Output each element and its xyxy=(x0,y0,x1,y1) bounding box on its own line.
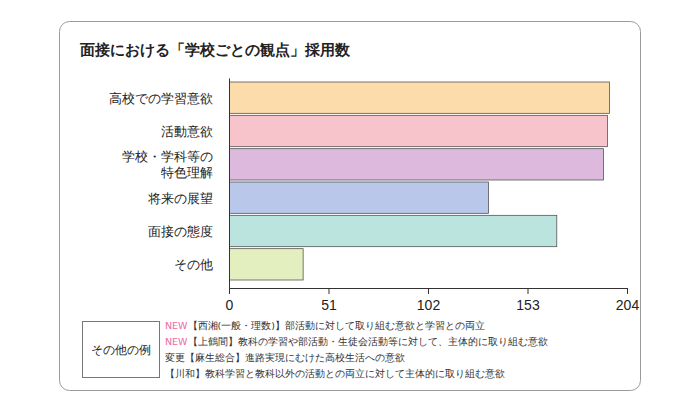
chart: 面接における「学校ごとの観点」採用数高校での学習意欲活動意欲学校・学科等の特色理… xyxy=(0,0,700,411)
annotation-item: NEW【上鶴間】教科の学習や部活動・生徒会活動等に対して、主体的に取り組む意欲 xyxy=(165,336,548,347)
title: 面接における「学校ごとの観点」採用数 xyxy=(79,41,351,59)
category-label: 面接の態度 xyxy=(148,224,213,239)
x-tick: 153 xyxy=(516,288,540,313)
y-axis xyxy=(229,79,230,289)
category-label: 活動意欲 xyxy=(161,124,213,139)
annotation-tag: 変更 xyxy=(165,352,185,363)
x-axis: 0 51 102 153 204 xyxy=(226,288,640,313)
annotation-item: 変更【麻生総合】進路実現にむけた高校生活への意欲 xyxy=(165,352,405,363)
annotation-item: 【川和】教科学習と教科以外の活動との両立に対して主体的に取り組む意欲 xyxy=(165,368,505,379)
x-tick-mark xyxy=(329,288,330,294)
y-axis-line xyxy=(229,79,230,289)
annotation-label: その他の例 xyxy=(91,343,151,357)
x-tick-label: 102 xyxy=(417,297,441,313)
x-tick-label: 0 xyxy=(226,297,234,313)
category-label: その他 xyxy=(174,257,213,272)
x-tick-mark xyxy=(528,288,529,294)
x-tick-label: 51 xyxy=(321,297,337,313)
annotation-box xyxy=(83,322,160,378)
x-tick: 102 xyxy=(417,288,441,313)
bars xyxy=(229,82,609,280)
annotation-text: 【西湘(一般・理数)】部活動に対して取り組む意欲と学習との両立 xyxy=(188,320,485,331)
annotation-text: 【上鶴間】教科の学習や部活動・生徒会活動等に対して、主体的に取り組む意欲 xyxy=(188,336,548,347)
x-tick: 51 xyxy=(321,288,337,313)
x-tick-label: 153 xyxy=(516,297,540,313)
frame xyxy=(60,22,641,391)
x-axis-line xyxy=(230,289,628,295)
category-label: 将来の展望 xyxy=(147,191,213,206)
category-label: 学校・学科等の特色理解 xyxy=(122,149,213,180)
x-tick: 0 xyxy=(226,288,234,313)
bar xyxy=(229,249,303,280)
x-tick: 204 xyxy=(616,288,640,313)
annotation-tag: NEW xyxy=(165,336,188,347)
x-tick-mark xyxy=(428,288,429,294)
bar xyxy=(229,149,604,180)
x-tick-mark xyxy=(229,288,230,294)
annotation-text: 【麻生総合】進路実現にむけた高校生活への意欲 xyxy=(185,352,405,363)
annotation-text: 【川和】教科学習と教科以外の活動との両立に対して主体的に取り組む意欲 xyxy=(165,368,505,379)
x-tick-mark xyxy=(627,288,628,294)
bar xyxy=(229,115,607,146)
annotation-tag: NEW xyxy=(165,320,188,331)
bar xyxy=(229,82,609,113)
annotation-item: NEW【西湘(一般・理数)】部活動に対して取り組む意欲と学習との両立 xyxy=(165,320,485,331)
category-labels: 高校での学習意欲活動意欲学校・学科等の特色理解将来の展望面接の態度その他 xyxy=(109,91,213,273)
bar xyxy=(229,215,557,246)
bar xyxy=(229,182,488,213)
x-tick-label: 204 xyxy=(616,297,640,313)
category-label: 高校での学習意欲 xyxy=(109,91,213,106)
